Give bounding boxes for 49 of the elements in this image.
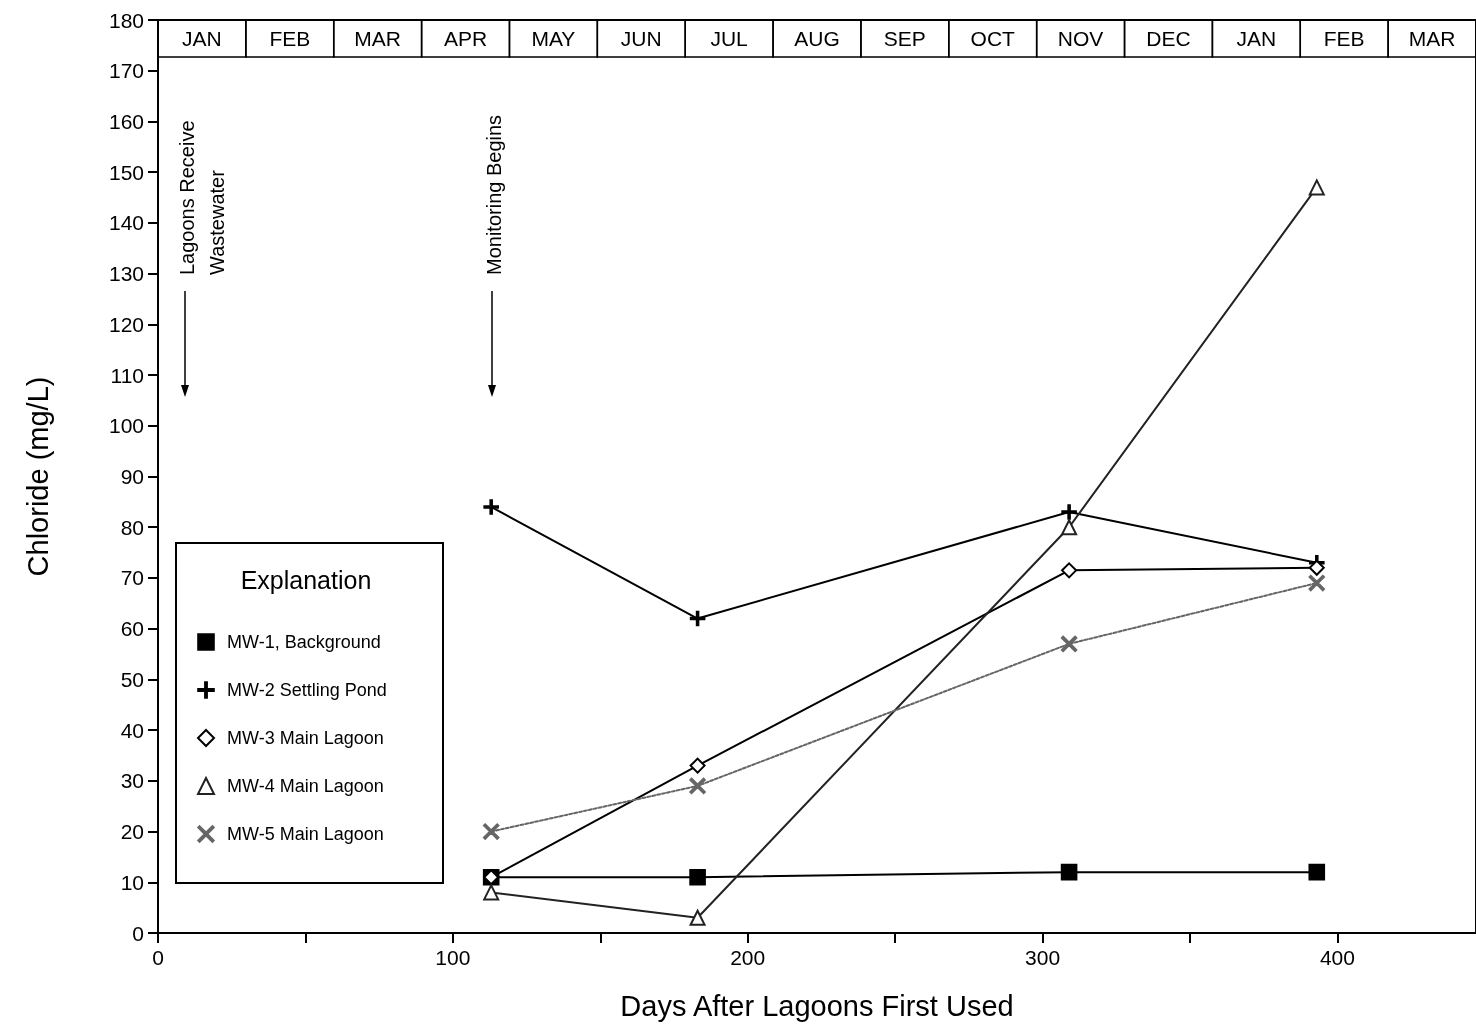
y-tick-label: 50 — [120, 667, 144, 691]
x-tick-label: 200 — [730, 946, 766, 969]
annotation: MAR — [354, 27, 401, 50]
annotation: FEB — [269, 27, 311, 50]
legend-label: MW-5 Main Lagoon — [227, 824, 384, 844]
annotation: AUG — [794, 27, 840, 50]
x-tick-label: 400 — [1319, 946, 1355, 969]
y-tick-label: 40 — [120, 718, 144, 742]
y-axis-title: Chloride (mg/L) — [21, 376, 54, 577]
y-tick-label: 100 — [108, 414, 144, 438]
y-tick-label: 30 — [120, 769, 144, 793]
y-tick-label: 80 — [120, 515, 144, 539]
annotation: JAN — [1236, 27, 1277, 50]
y-tick-label: 20 — [120, 820, 144, 844]
y-tick-label: 140 — [108, 211, 144, 235]
legend-label: MW-1, Background — [227, 632, 381, 652]
legend-label: MW-2 Settling Pond — [227, 680, 387, 700]
annotation: SEP — [883, 27, 926, 50]
annotation: JAN — [182, 27, 222, 50]
legend-label: MW-4 Main Lagoon — [227, 776, 384, 796]
x-tick-label: 300 — [1025, 946, 1061, 969]
y-tick-label: 120 — [108, 312, 144, 336]
y-tick-label: 150 — [108, 160, 144, 184]
annotation: MAR — [1408, 27, 1456, 50]
annotation: Lagoons Receive Wastewater — [176, 114, 228, 275]
x-tick-label: 0 — [152, 946, 164, 969]
legend-label: MW-3 Main Lagoon — [227, 728, 384, 748]
annotation: DEC — [1146, 27, 1191, 50]
y-tick-label: 70 — [120, 566, 144, 590]
x-tick-label: 100 — [435, 946, 471, 969]
y-tick-label: 110 — [110, 363, 144, 387]
y-tick-label: 90 — [120, 465, 144, 488]
x-axis-title: Days After Lagoons First Used — [620, 989, 1014, 1022]
y-tick-label: 130 — [108, 262, 144, 286]
annotation: NOV — [1057, 27, 1104, 50]
annotation: OCT — [970, 27, 1016, 50]
annotation: Monitoring Begins — [483, 114, 505, 275]
annotation: MAY — [531, 27, 576, 50]
y-tick-label: 10 — [120, 870, 144, 894]
annotation: JUL — [710, 27, 748, 50]
y-tick-label: 170 — [108, 59, 144, 83]
annotation: JUN — [620, 27, 662, 50]
y-tick-label: 180 — [108, 8, 144, 32]
annotation: APR — [443, 27, 488, 50]
y-tick-label: 0 — [132, 921, 144, 945]
annotation: FEB — [1323, 27, 1365, 50]
y-tick-label: 160 — [108, 109, 144, 133]
legend-title: Explanation — [240, 566, 372, 594]
y-tick-label: 60 — [120, 617, 144, 641]
